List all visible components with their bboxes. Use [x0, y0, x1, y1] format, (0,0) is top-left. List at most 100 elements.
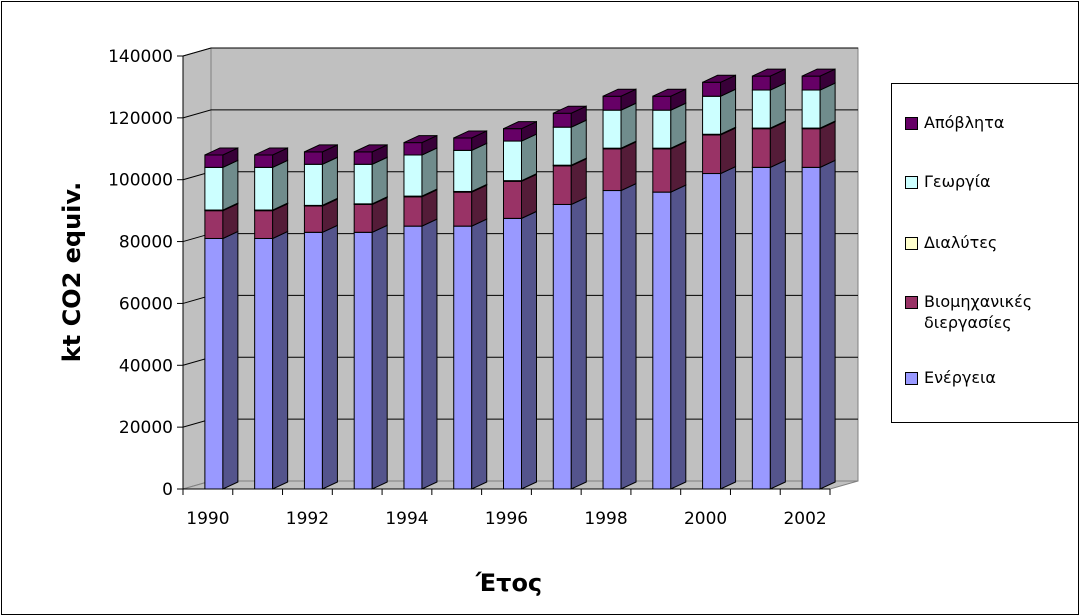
bar-top — [702, 74, 736, 83]
y-tick-label: 100000 — [108, 171, 173, 191]
bar-top — [752, 68, 786, 77]
bar-segment — [602, 182, 637, 490]
legend-item: Απόβλητα — [892, 112, 1074, 133]
y-tick-label: 80000 — [119, 233, 173, 253]
bar-front — [453, 191, 473, 227]
bar-front — [403, 196, 423, 227]
bar-segment — [303, 224, 338, 490]
y-tick-label: 140000 — [108, 47, 173, 67]
bar-front — [503, 140, 522, 182]
bar-segment — [652, 184, 687, 490]
bar-segment — [702, 165, 737, 490]
bar-front — [503, 128, 522, 142]
bar-segment — [353, 144, 388, 166]
bar-top — [453, 130, 487, 139]
bar-segment — [503, 210, 537, 490]
bar-front — [403, 225, 423, 490]
y-tick-label: 120000 — [108, 109, 173, 129]
bar-side — [471, 142, 488, 193]
bar-segment — [453, 130, 488, 152]
x-tick-label: 2002 — [783, 509, 826, 529]
bar-side — [720, 127, 737, 175]
bar-segment — [751, 68, 786, 91]
bar-top — [801, 68, 836, 77]
x-axis-label: Έτος — [475, 569, 542, 597]
bar-segment — [403, 134, 438, 156]
bar-segment — [453, 142, 488, 193]
bar-segment — [652, 141, 687, 193]
bar-front — [702, 134, 722, 175]
bar-side — [769, 120, 786, 169]
bar-segment — [552, 105, 587, 128]
legend: Απόβλητα Γεωργία Διαλύτες Βιομηχανικές διερ… — [891, 83, 1079, 423]
bar-side — [620, 141, 637, 192]
bar-front — [702, 81, 722, 97]
bar-top — [652, 88, 687, 97]
bar-front — [801, 75, 821, 91]
bar-side — [222, 159, 239, 211]
bar-front — [453, 137, 473, 151]
x-tick-label: 1998 — [584, 509, 627, 529]
bar-front — [254, 210, 274, 239]
bar-front — [602, 148, 622, 192]
bar-segment — [353, 224, 388, 490]
bar-front — [652, 148, 672, 193]
bar-front — [801, 128, 821, 168]
bar-side — [720, 165, 737, 490]
legend-swatch — [905, 296, 918, 309]
bar-front — [353, 231, 373, 490]
y-axis-label: kt CO2 equiv. — [58, 182, 86, 362]
gridline — [182, 47, 858, 57]
bar-front — [503, 180, 522, 219]
bar-front — [702, 95, 722, 135]
bar-front — [652, 109, 672, 149]
bar-segment — [652, 88, 687, 111]
bar-front — [254, 154, 274, 168]
bar-front — [602, 190, 622, 490]
bar-front — [751, 89, 771, 129]
bar-front — [303, 231, 323, 490]
bar-front — [353, 163, 373, 205]
bar-side — [521, 133, 537, 182]
bar-front — [552, 203, 572, 490]
bar-front — [353, 151, 373, 165]
bar-top — [204, 147, 239, 156]
bar-front — [801, 166, 821, 490]
x-tick-label: 1996 — [485, 509, 528, 529]
legend-label: Διαλύτες — [924, 233, 998, 252]
bar-segment — [801, 68, 836, 91]
bar-segment — [801, 159, 836, 490]
bar-segment — [702, 74, 737, 97]
bar-side — [670, 141, 687, 193]
bar-side — [421, 218, 438, 490]
bar-side — [570, 196, 587, 490]
legend-swatch — [905, 176, 918, 189]
bar-front — [751, 128, 771, 168]
bar-top — [304, 144, 338, 153]
bar-side — [570, 119, 587, 166]
bar-front — [602, 109, 622, 149]
bar-front — [503, 217, 522, 490]
legend-label: Βιομηχανικές διεργασίες — [924, 292, 1033, 332]
bar-side — [521, 210, 537, 490]
y-tick-label: 20000 — [119, 418, 173, 438]
bar-top — [403, 135, 438, 144]
legend-swatch — [905, 237, 918, 250]
bar-front — [254, 237, 274, 490]
bar-top — [353, 144, 388, 153]
bar-side — [222, 230, 239, 490]
legend-swatch — [905, 117, 918, 130]
bar-segment — [254, 147, 289, 169]
bar-side — [321, 156, 338, 207]
bar-segment — [552, 196, 587, 490]
legend-item: Ενέργεια — [892, 367, 1074, 388]
bar-front — [552, 126, 572, 166]
bar-side — [769, 82, 786, 129]
bar-side — [321, 224, 338, 490]
bar-front — [303, 163, 323, 206]
x-tick-label: 2000 — [684, 509, 727, 529]
bar-top — [553, 105, 587, 114]
bar-side — [521, 173, 537, 220]
bar-side — [570, 158, 587, 206]
